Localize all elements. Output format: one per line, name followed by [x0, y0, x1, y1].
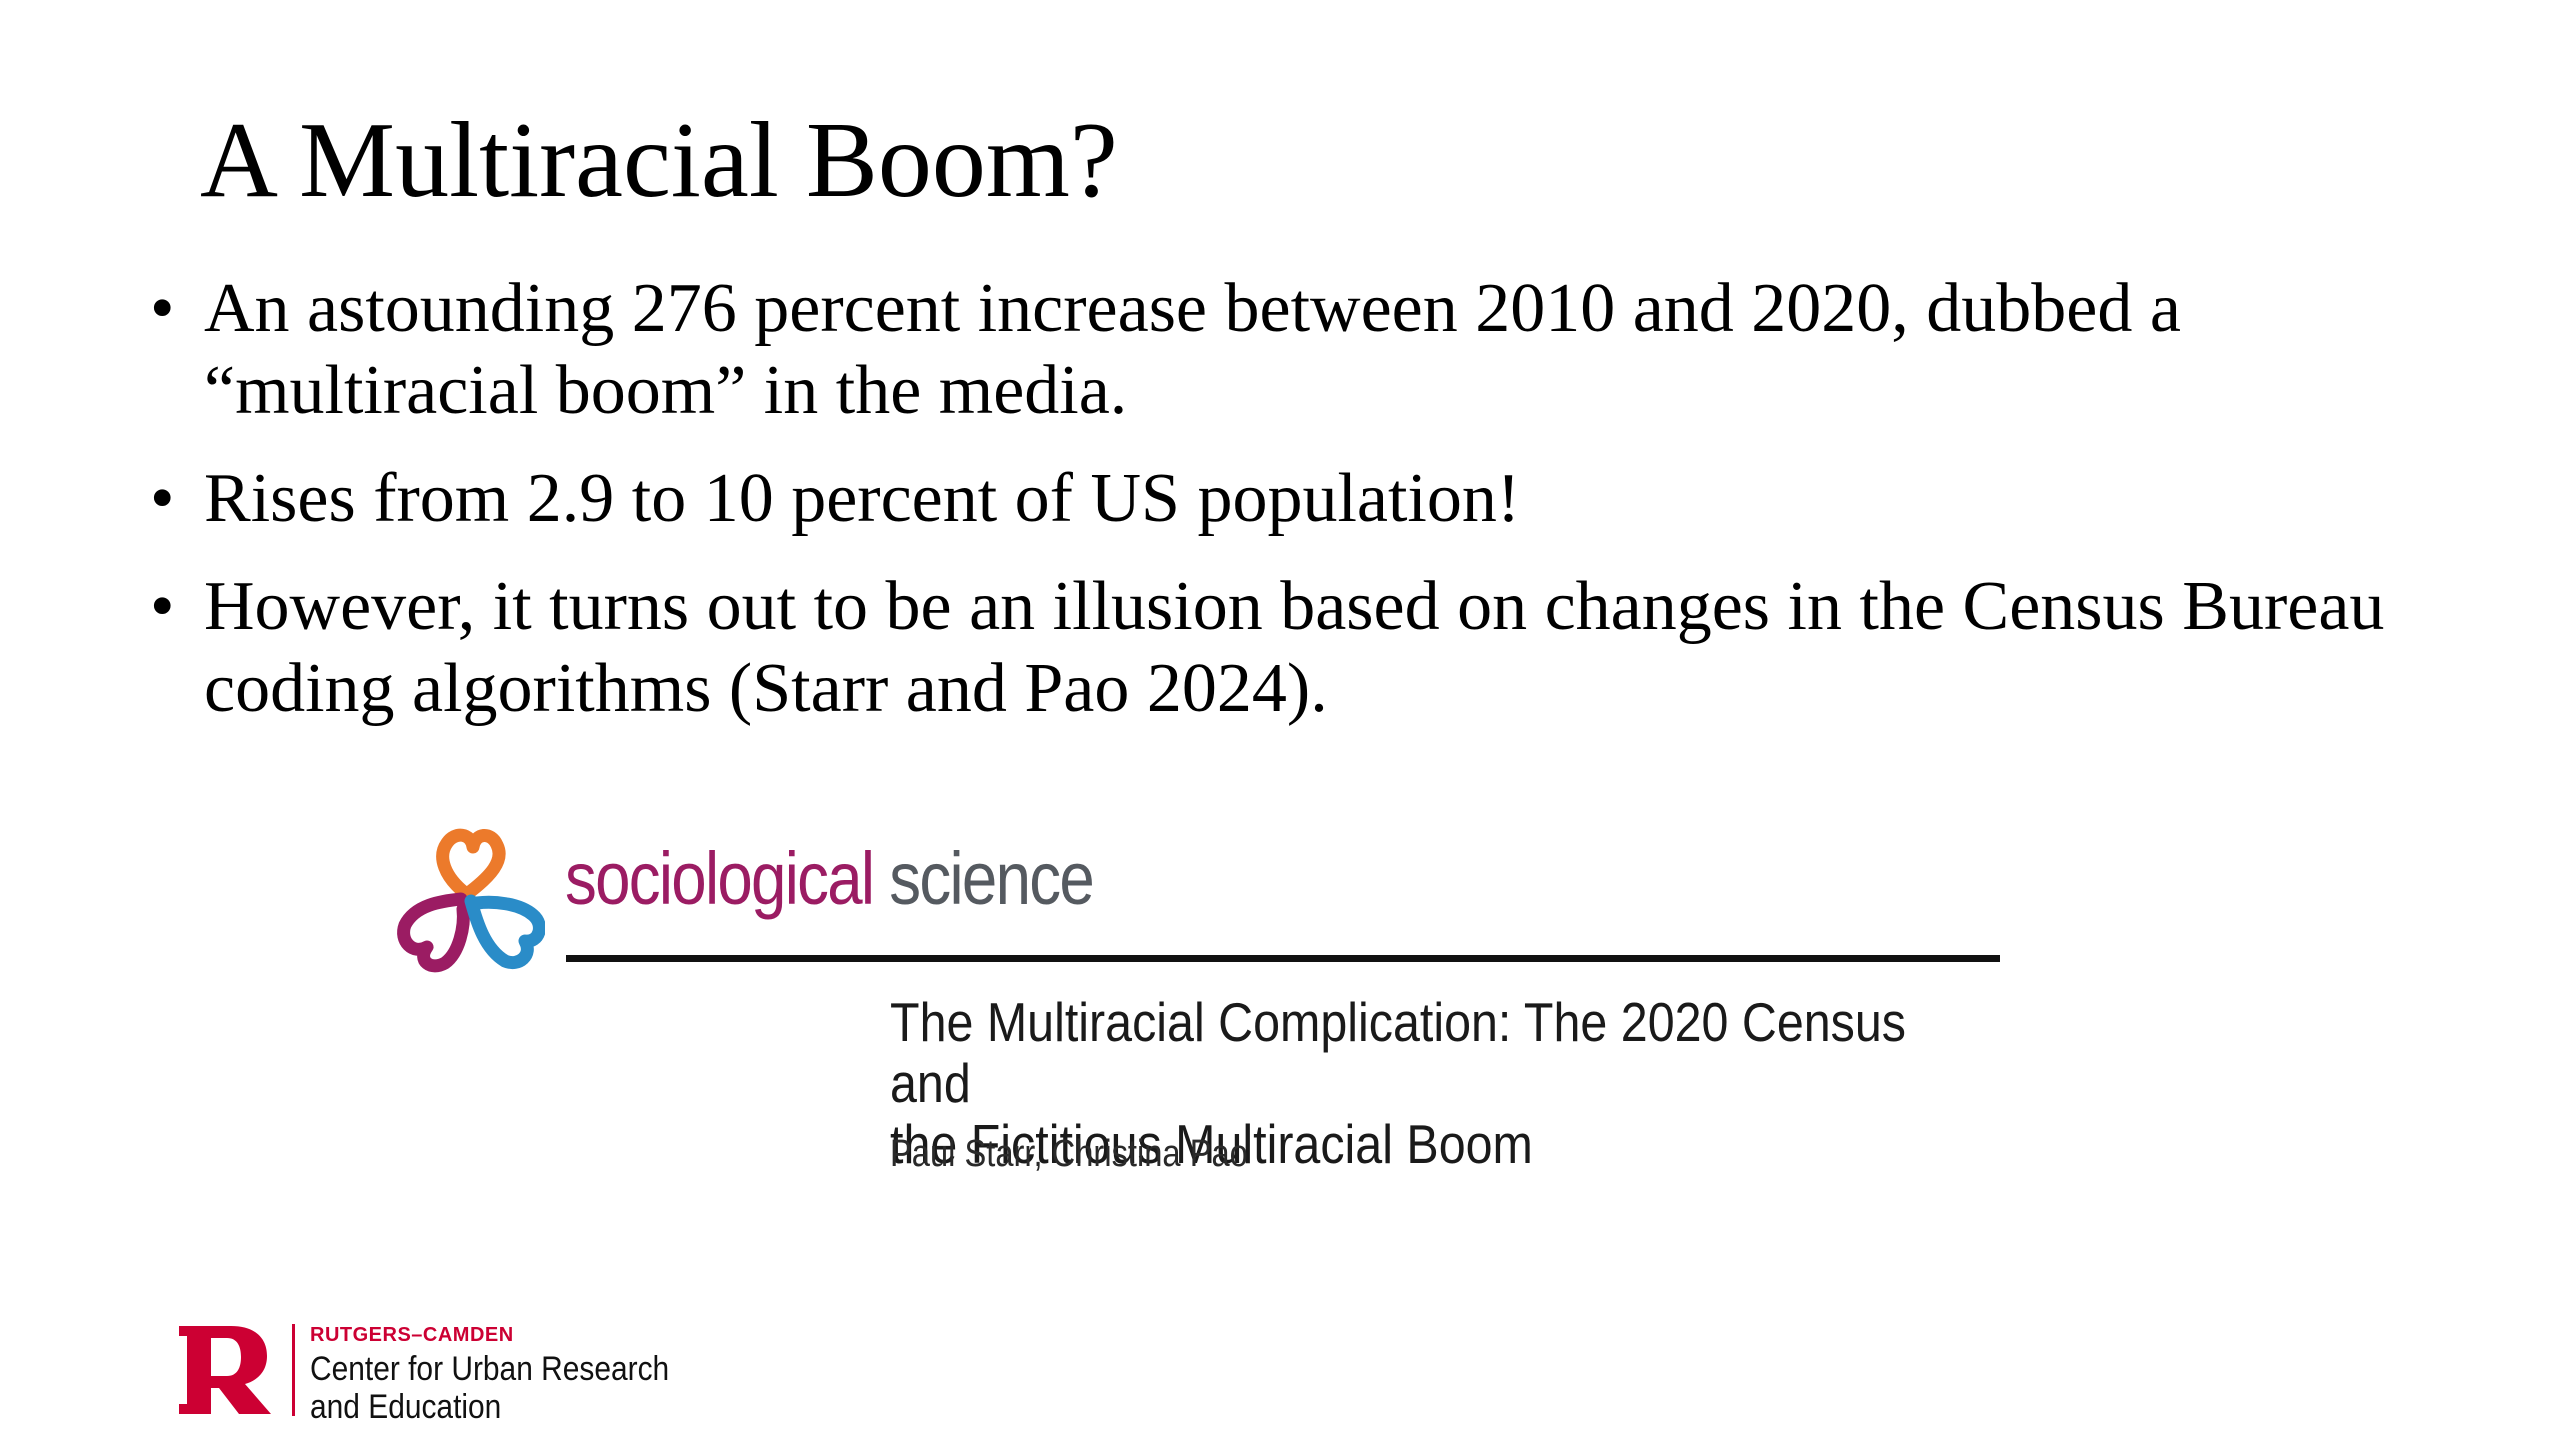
bullet-text: An astounding 276 percent increase betwe… — [204, 270, 2181, 429]
bullet-text: However, it turns out to be an illusion … — [204, 568, 2385, 727]
bullet-item: • An astounding 276 percent increase bet… — [150, 268, 2400, 432]
bullet-marker: • — [150, 568, 175, 645]
rutgers-camden-logo: RUTGERS–CAMDEN Center for Urban Research… — [175, 1320, 695, 1426]
sociological-science-logo-icon — [397, 828, 545, 973]
journal-header-rule — [566, 955, 2000, 962]
footer-center-line2: and Education — [310, 1388, 502, 1426]
article-title-line2: the Fictitious Multiracial Boom — [890, 1113, 1533, 1175]
article-title-line1: The Multiracial Complication: The 2020 C… — [890, 991, 1907, 1114]
footer-org-name: RUTGERS–CAMDEN — [310, 1324, 514, 1346]
rutgers-r-icon — [179, 1326, 271, 1414]
slide-title: A Multiracial Boom? — [200, 101, 1118, 220]
bullet-item: • However, it turns out to be an illusio… — [150, 566, 2400, 730]
article-title: The Multiracial Complication: The 2020 C… — [890, 992, 1946, 1175]
bullet-text: Rises from 2.9 to 10 percent of US popul… — [204, 460, 1521, 537]
bullet-marker: • — [150, 460, 175, 537]
journal-name-part2: science — [873, 837, 1094, 920]
journal-name-part1: sociological — [565, 837, 875, 920]
bullet-marker: • — [150, 270, 175, 347]
footer-divider — [292, 1324, 295, 1416]
footer-center-name: Center for Urban Research and Education — [310, 1350, 669, 1426]
footer-center-line1: Center for Urban Research — [310, 1350, 670, 1388]
bullet-list: • An astounding 276 percent increase bet… — [150, 268, 2400, 756]
article-authors: Paul Starr, Christina Pao — [890, 1133, 1248, 1175]
bullet-item: • Rises from 2.9 to 10 percent of US pop… — [150, 458, 2400, 540]
journal-name: sociological science — [565, 842, 1095, 916]
